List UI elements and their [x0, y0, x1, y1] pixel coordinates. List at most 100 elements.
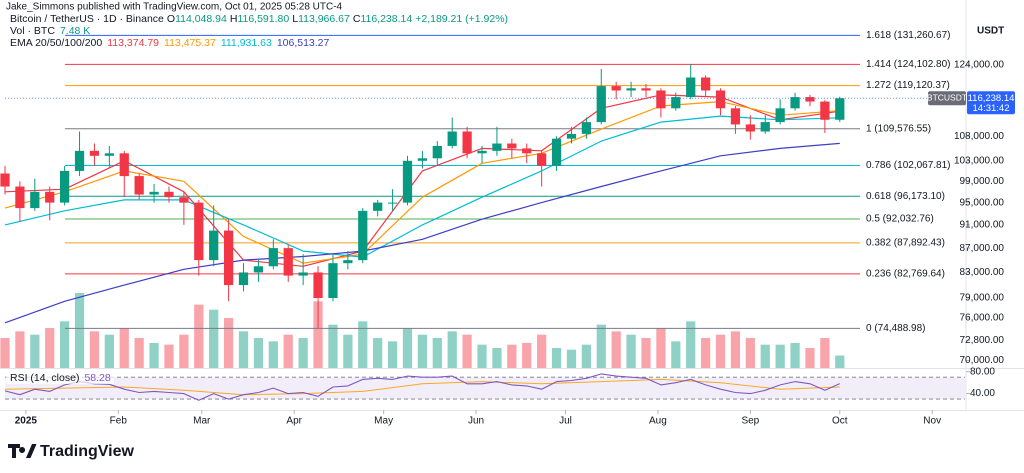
y-tick-label: 72,800.00: [960, 335, 1005, 346]
volume-value: 7.48 K: [60, 25, 90, 37]
volume-bar: [507, 344, 517, 368]
volume-bar: [686, 321, 696, 368]
candle-body: [805, 97, 815, 102]
y-tick-label: 95,000.00: [960, 197, 1005, 208]
x-tick-label: 2025: [15, 416, 38, 427]
volume-bar: [253, 338, 264, 368]
volume-bar: [104, 334, 114, 368]
candle-body: [313, 272, 323, 299]
volume-bar: [343, 334, 353, 368]
volume-bar: [760, 344, 770, 368]
y-tick-label: 91,000.00: [960, 220, 1005, 231]
ohlc-value: 114,048.94: [175, 13, 227, 25]
x-tick-label: Aug: [649, 416, 667, 427]
candle-body: [715, 90, 726, 109]
candle-body: [477, 150, 487, 154]
ema-line: [4, 142, 840, 324]
y-tick-label: 124,000.00: [954, 59, 1004, 70]
ohlc-value: 116,591.80: [237, 13, 289, 25]
fib-level-label: 1.272 (119,120.37): [866, 80, 950, 91]
volume-bar: [373, 338, 383, 368]
volume-bar: [387, 341, 398, 368]
brand-icon: [8, 444, 37, 458]
rsi-tick-label: 80.00: [970, 366, 995, 377]
fib-level-label: 1.414 (124,102.80): [866, 59, 951, 70]
x-tick-label: Jun: [468, 416, 484, 427]
candle-body: [611, 86, 621, 91]
volume-bar: [15, 331, 25, 368]
rsi-band: [5, 377, 965, 400]
volume-bar: [417, 334, 428, 368]
candle-body: [790, 97, 800, 109]
candle-body: [492, 143, 502, 151]
volume-bar: [74, 293, 85, 368]
volume-bar: [730, 331, 741, 368]
volume-bar: [775, 344, 785, 368]
volume-bar: [537, 334, 547, 368]
candle-body: [89, 150, 100, 156]
candle-body: [134, 176, 144, 195]
volume-bar: [0, 338, 10, 368]
volume-bar: [805, 348, 815, 368]
ema-line: [4, 94, 840, 267]
fib-level-label: 0.382 (87,892.43): [866, 237, 945, 248]
candle-body: [686, 77, 696, 98]
candle-body: [149, 191, 159, 195]
candle-body: [432, 145, 442, 159]
ema-line: [4, 115, 840, 258]
volume-bar: [432, 338, 442, 368]
fib-level-label: 0.786 (102,067.81): [866, 160, 951, 171]
candle-body: [522, 148, 532, 154]
x-tick-label: Mar: [193, 416, 211, 427]
symbol: Bitcoin / TetherUS · 1D · Binance: [10, 13, 164, 25]
volume-bar: [134, 338, 144, 368]
x-tick-label: Nov: [923, 416, 941, 427]
candle-body: [209, 230, 219, 261]
volume-bar: [313, 301, 323, 368]
ohlc-value: 116,238.14: [360, 13, 412, 25]
fib-level-label: 0.5 (92,032.76): [866, 214, 934, 225]
candle-body: [253, 266, 264, 273]
fib-level-label: 0.236 (82,769.64): [866, 269, 945, 280]
rsi-ma-line: [4, 378, 840, 396]
candle-body: [760, 122, 770, 132]
x-tick-label: Feb: [110, 416, 128, 427]
candle-body: [15, 186, 25, 209]
volume-bar: [462, 334, 472, 368]
volume-bar: [223, 318, 234, 368]
candle-body: [373, 202, 383, 211]
volume-bar: [89, 331, 100, 368]
candle-body: [551, 138, 562, 166]
candle-body: [179, 197, 189, 203]
candle-body: [119, 153, 129, 177]
volume-bar: [179, 334, 189, 368]
candle-body: [820, 101, 830, 120]
y-tick-label: 87,000.00: [960, 243, 1005, 254]
publisher: Jake_Simmons published with TradingView.…: [6, 2, 343, 13]
volume-bar: [790, 343, 800, 368]
rsi-legend-bg: [6, 372, 114, 384]
volume-bar: [596, 324, 606, 368]
x-tick-label: Apr: [286, 416, 302, 427]
candle-body: [596, 86, 606, 123]
ema-line: [4, 101, 840, 264]
ohlc-key: H: [230, 13, 238, 25]
volume-bar: [209, 309, 219, 368]
volume-bar: [835, 355, 845, 368]
volume-bar: [447, 331, 457, 368]
candle-body: [74, 150, 85, 171]
volume-bar: [701, 338, 711, 368]
candle-body: [328, 263, 338, 299]
ema-value: 106,513.27: [277, 37, 330, 49]
ticker-tag: BTCUSDT: [927, 93, 967, 103]
candle-body: [45, 191, 55, 203]
candle-body: [507, 143, 517, 149]
volume-bar: [164, 344, 174, 368]
volume-bar: [298, 338, 308, 368]
fib-level-label: 0 (74,488.98): [866, 323, 926, 334]
candle-body: [447, 131, 457, 146]
price-tag: 116,238.14: [968, 93, 1015, 104]
ohlc-key: C: [353, 13, 361, 25]
candle-body: [626, 88, 636, 91]
